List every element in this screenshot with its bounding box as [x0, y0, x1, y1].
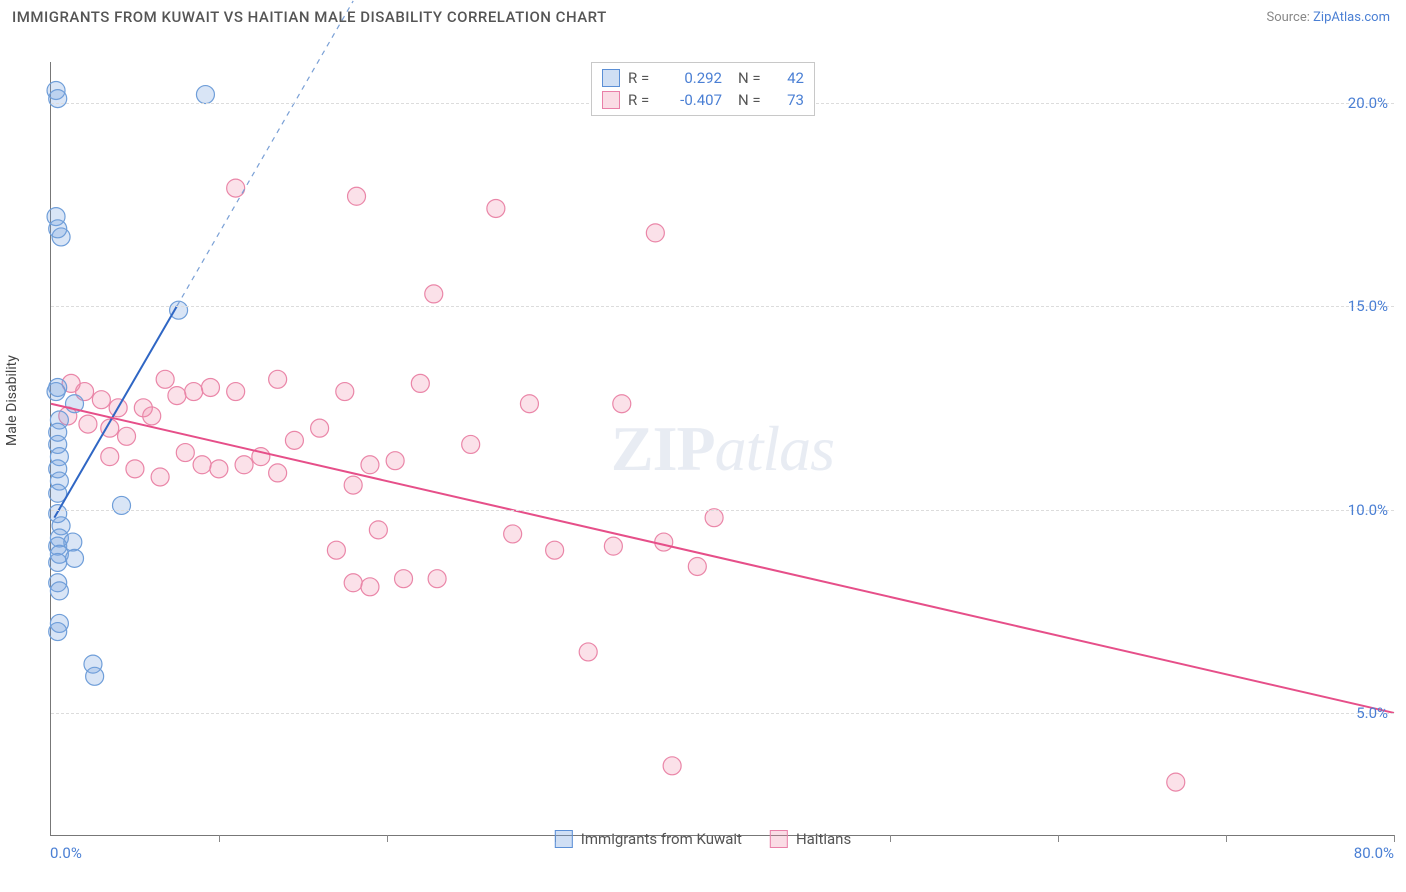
y-tick-label: 10.0%	[1348, 501, 1388, 519]
swatch-blue	[602, 69, 620, 87]
gridline	[51, 510, 1394, 511]
gridline	[51, 713, 1394, 714]
x-tick	[219, 835, 220, 842]
y-axis-label: Male Disability	[4, 355, 20, 446]
y-tick-label: 15.0%	[1348, 297, 1388, 315]
legend-item-kuwait: Immigrants from Kuwait	[555, 830, 742, 848]
plot-area: ZIPatlas 5.0%10.0%15.0%20.0%	[50, 62, 1394, 836]
chart-title: IMMIGRANTS FROM KUWAIT VS HAITIAN MALE D…	[12, 8, 607, 26]
x-tick	[1394, 835, 1395, 842]
legend-item-haitian: Haitians	[770, 830, 851, 848]
swatch-pink	[602, 91, 620, 109]
legend-row-kuwait: R = 0.292 N = 42	[602, 67, 804, 89]
x-tick	[1058, 835, 1059, 842]
y-tick-label: 5.0%	[1356, 704, 1388, 722]
series-legend: Immigrants from Kuwait Haitians	[555, 830, 851, 848]
chart-container: Male Disability ZIPatlas 5.0%10.0%15.0%2…	[12, 38, 1394, 854]
x-axis-max-label: 80.0%	[1354, 844, 1394, 862]
x-tick	[387, 835, 388, 842]
gridline	[51, 306, 1394, 307]
correlation-legend: R = 0.292 N = 42 R = -0.407 N = 73	[591, 62, 815, 116]
legend-row-haitian: R = -0.407 N = 73	[602, 89, 804, 111]
x-tick	[890, 835, 891, 842]
source-label: Source: ZipAtlas.com	[1266, 10, 1390, 25]
x-axis-min-label: 0.0%	[50, 844, 82, 862]
scatter-svg	[51, 62, 1394, 835]
swatch-blue-icon	[555, 830, 573, 848]
y-tick-label: 20.0%	[1348, 94, 1388, 112]
swatch-pink-icon	[770, 830, 788, 848]
x-tick	[1226, 835, 1227, 842]
source-link[interactable]: ZipAtlas.com	[1313, 10, 1390, 25]
